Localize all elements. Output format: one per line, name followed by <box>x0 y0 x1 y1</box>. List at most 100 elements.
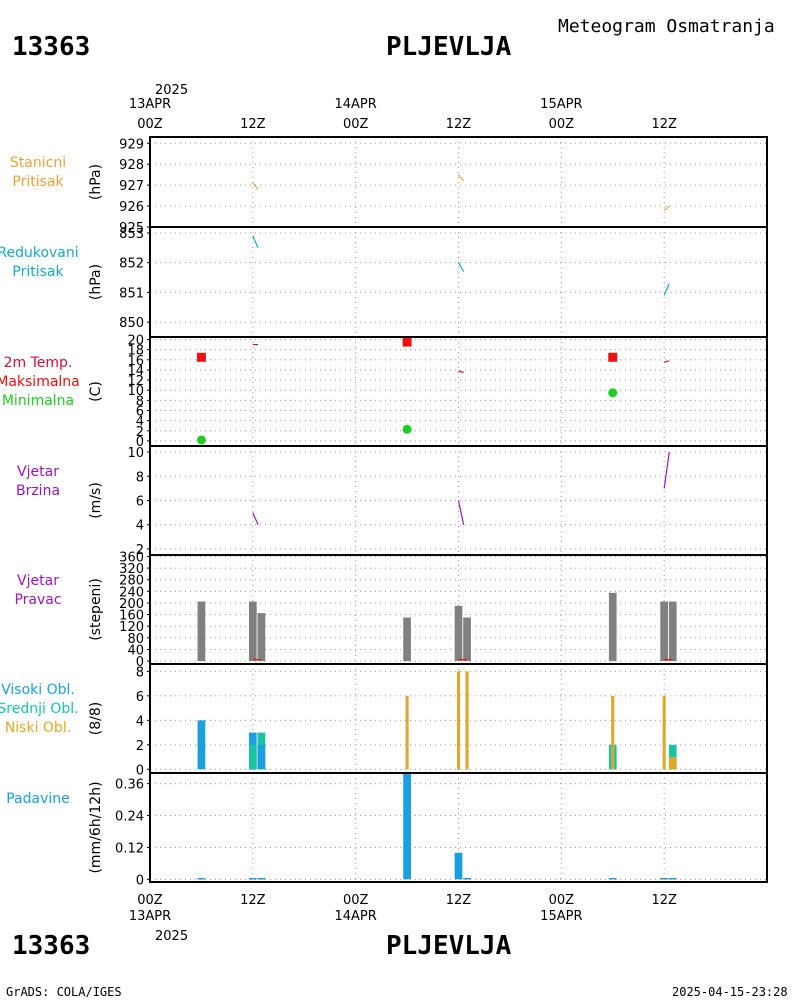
panel-frame <box>149 336 768 447</box>
series-segment <box>458 174 465 182</box>
y-axis-label: (hPa) <box>88 164 104 200</box>
hour-label-top: 12Z <box>651 117 677 132</box>
y-tick-label: 2 <box>136 739 144 754</box>
bar <box>454 852 463 880</box>
y-tick-label: 6 <box>136 405 144 420</box>
bar <box>197 878 206 880</box>
y-tick-label: 0 <box>136 435 144 450</box>
panel-label: Stanicni <box>10 155 66 171</box>
hour-label-bottom: 00Z <box>549 893 575 908</box>
hour-label-top: 12Z <box>240 117 266 132</box>
y-axis-label: (stepeni) <box>88 578 104 641</box>
panel-label: Vjetar <box>17 464 59 480</box>
top-time-axis: 2025 13APR 00Z 12Z 14APR 00Z 12Z 15APR 00Z 12Z <box>129 83 677 132</box>
y-tick-label: 851 <box>119 286 144 301</box>
panel-label: Padavine <box>6 791 70 807</box>
bar <box>668 757 677 770</box>
y-tick-label: 6 <box>136 690 144 705</box>
series-segment <box>252 235 259 249</box>
hour-label-top: 00Z <box>137 117 163 132</box>
y-tick-label: 4 <box>136 714 144 729</box>
date-label-top: 14APR <box>335 97 377 112</box>
y-tick-label: 853 <box>119 227 144 242</box>
bar <box>611 695 615 770</box>
y-axis-label: (hPa) <box>88 264 104 300</box>
bar <box>660 878 669 880</box>
y-tick-label: 240 <box>119 585 144 600</box>
bar <box>257 878 266 880</box>
y-tick-label: 6 <box>136 495 144 510</box>
y-tick-label: 925 <box>119 221 144 236</box>
station-id-top: 13363 <box>12 32 90 62</box>
y-tick-label: 0.24 <box>115 810 144 825</box>
bar <box>403 773 411 880</box>
series-segment <box>252 512 259 525</box>
footer-credit: GrADS: COLA/IGES <box>6 985 122 999</box>
y-tick-label: 4 <box>136 519 144 534</box>
y-tick-label: 850 <box>119 316 144 331</box>
panel-p7: 0 0.12 0.24 0.36 (mm/6h/12h) Padavine <box>6 772 768 888</box>
series-segment <box>664 360 670 363</box>
date-label-bottom: 13APR <box>129 909 171 924</box>
station-name-top: PLJEVLJA <box>386 32 512 62</box>
y-axis-label: (C) <box>88 381 104 402</box>
y-tick-label: 928 <box>119 158 144 173</box>
y-tick-label: 320 <box>119 562 144 577</box>
y-tick-label: 120 <box>119 620 144 635</box>
min-temp-point <box>608 388 618 398</box>
year-label-top: 2025 <box>155 83 188 98</box>
y-tick-label: 0.12 <box>115 841 144 856</box>
series-segment <box>457 262 465 272</box>
bar <box>248 744 257 770</box>
panel-label: Visoki Obl. <box>1 682 75 698</box>
bar <box>197 720 206 770</box>
bar <box>405 695 409 770</box>
panel-frame <box>149 772 768 883</box>
y-tick-label: 8 <box>136 665 144 680</box>
bar <box>197 601 206 662</box>
y-tick-label: 852 <box>119 257 144 272</box>
panel-p2: 850 851 852 853 (hPa) Redukovani Pritisak <box>0 226 768 338</box>
station-id-bottom: 13363 <box>12 931 90 961</box>
meteogram-title: Meteogram Osmatranja <box>558 16 775 37</box>
panels: 925926927928929(hPa)StanicniPritisak8508… <box>0 136 768 888</box>
panel-label: Vjetar <box>17 573 59 589</box>
panel-label: Niski Obl. <box>5 720 71 736</box>
y-tick-label: 200 <box>119 597 144 612</box>
bar <box>660 601 669 662</box>
panel-label: Redukovani <box>0 245 79 261</box>
y-tick-label: 160 <box>119 609 144 624</box>
y-tick-label: 0.36 <box>115 778 144 793</box>
hour-label-bottom: 12Z <box>446 893 472 908</box>
footer-timestamp: 2025-04-15-23:28 <box>672 985 788 999</box>
series-segment <box>663 452 670 489</box>
y-tick-label: 8 <box>136 394 144 409</box>
y-axis-label: (mm/6h/12h) <box>88 781 104 873</box>
bar <box>257 613 266 662</box>
max-temp-point <box>196 352 206 362</box>
bar <box>454 605 463 662</box>
y-tick-label: 16 <box>127 354 144 369</box>
y-axis-label: (m/s) <box>88 482 104 519</box>
min-temp-point <box>196 435 206 445</box>
y-axis-label: (8/8) <box>88 702 104 735</box>
y-tick-label: 0 <box>136 655 144 670</box>
max-temp-point <box>402 337 412 347</box>
panel-label: Pritisak <box>12 264 64 280</box>
series-segment <box>663 205 670 211</box>
hour-label-bottom: 00Z <box>137 893 163 908</box>
y-tick-label: 360 <box>119 550 144 565</box>
series-segment <box>457 500 465 525</box>
y-tick-label: 4 <box>136 415 144 430</box>
y-tick-label: 8 <box>136 470 144 485</box>
y-tick-label: 20 <box>127 334 144 349</box>
hour-label-bottom: 12Z <box>240 893 266 908</box>
panel-p1: 925 926 927 928 929 (hPa) Stanicni Pritisak <box>10 136 768 236</box>
y-tick-label: 40 <box>127 643 144 658</box>
bar <box>608 592 617 662</box>
bar <box>465 671 469 770</box>
